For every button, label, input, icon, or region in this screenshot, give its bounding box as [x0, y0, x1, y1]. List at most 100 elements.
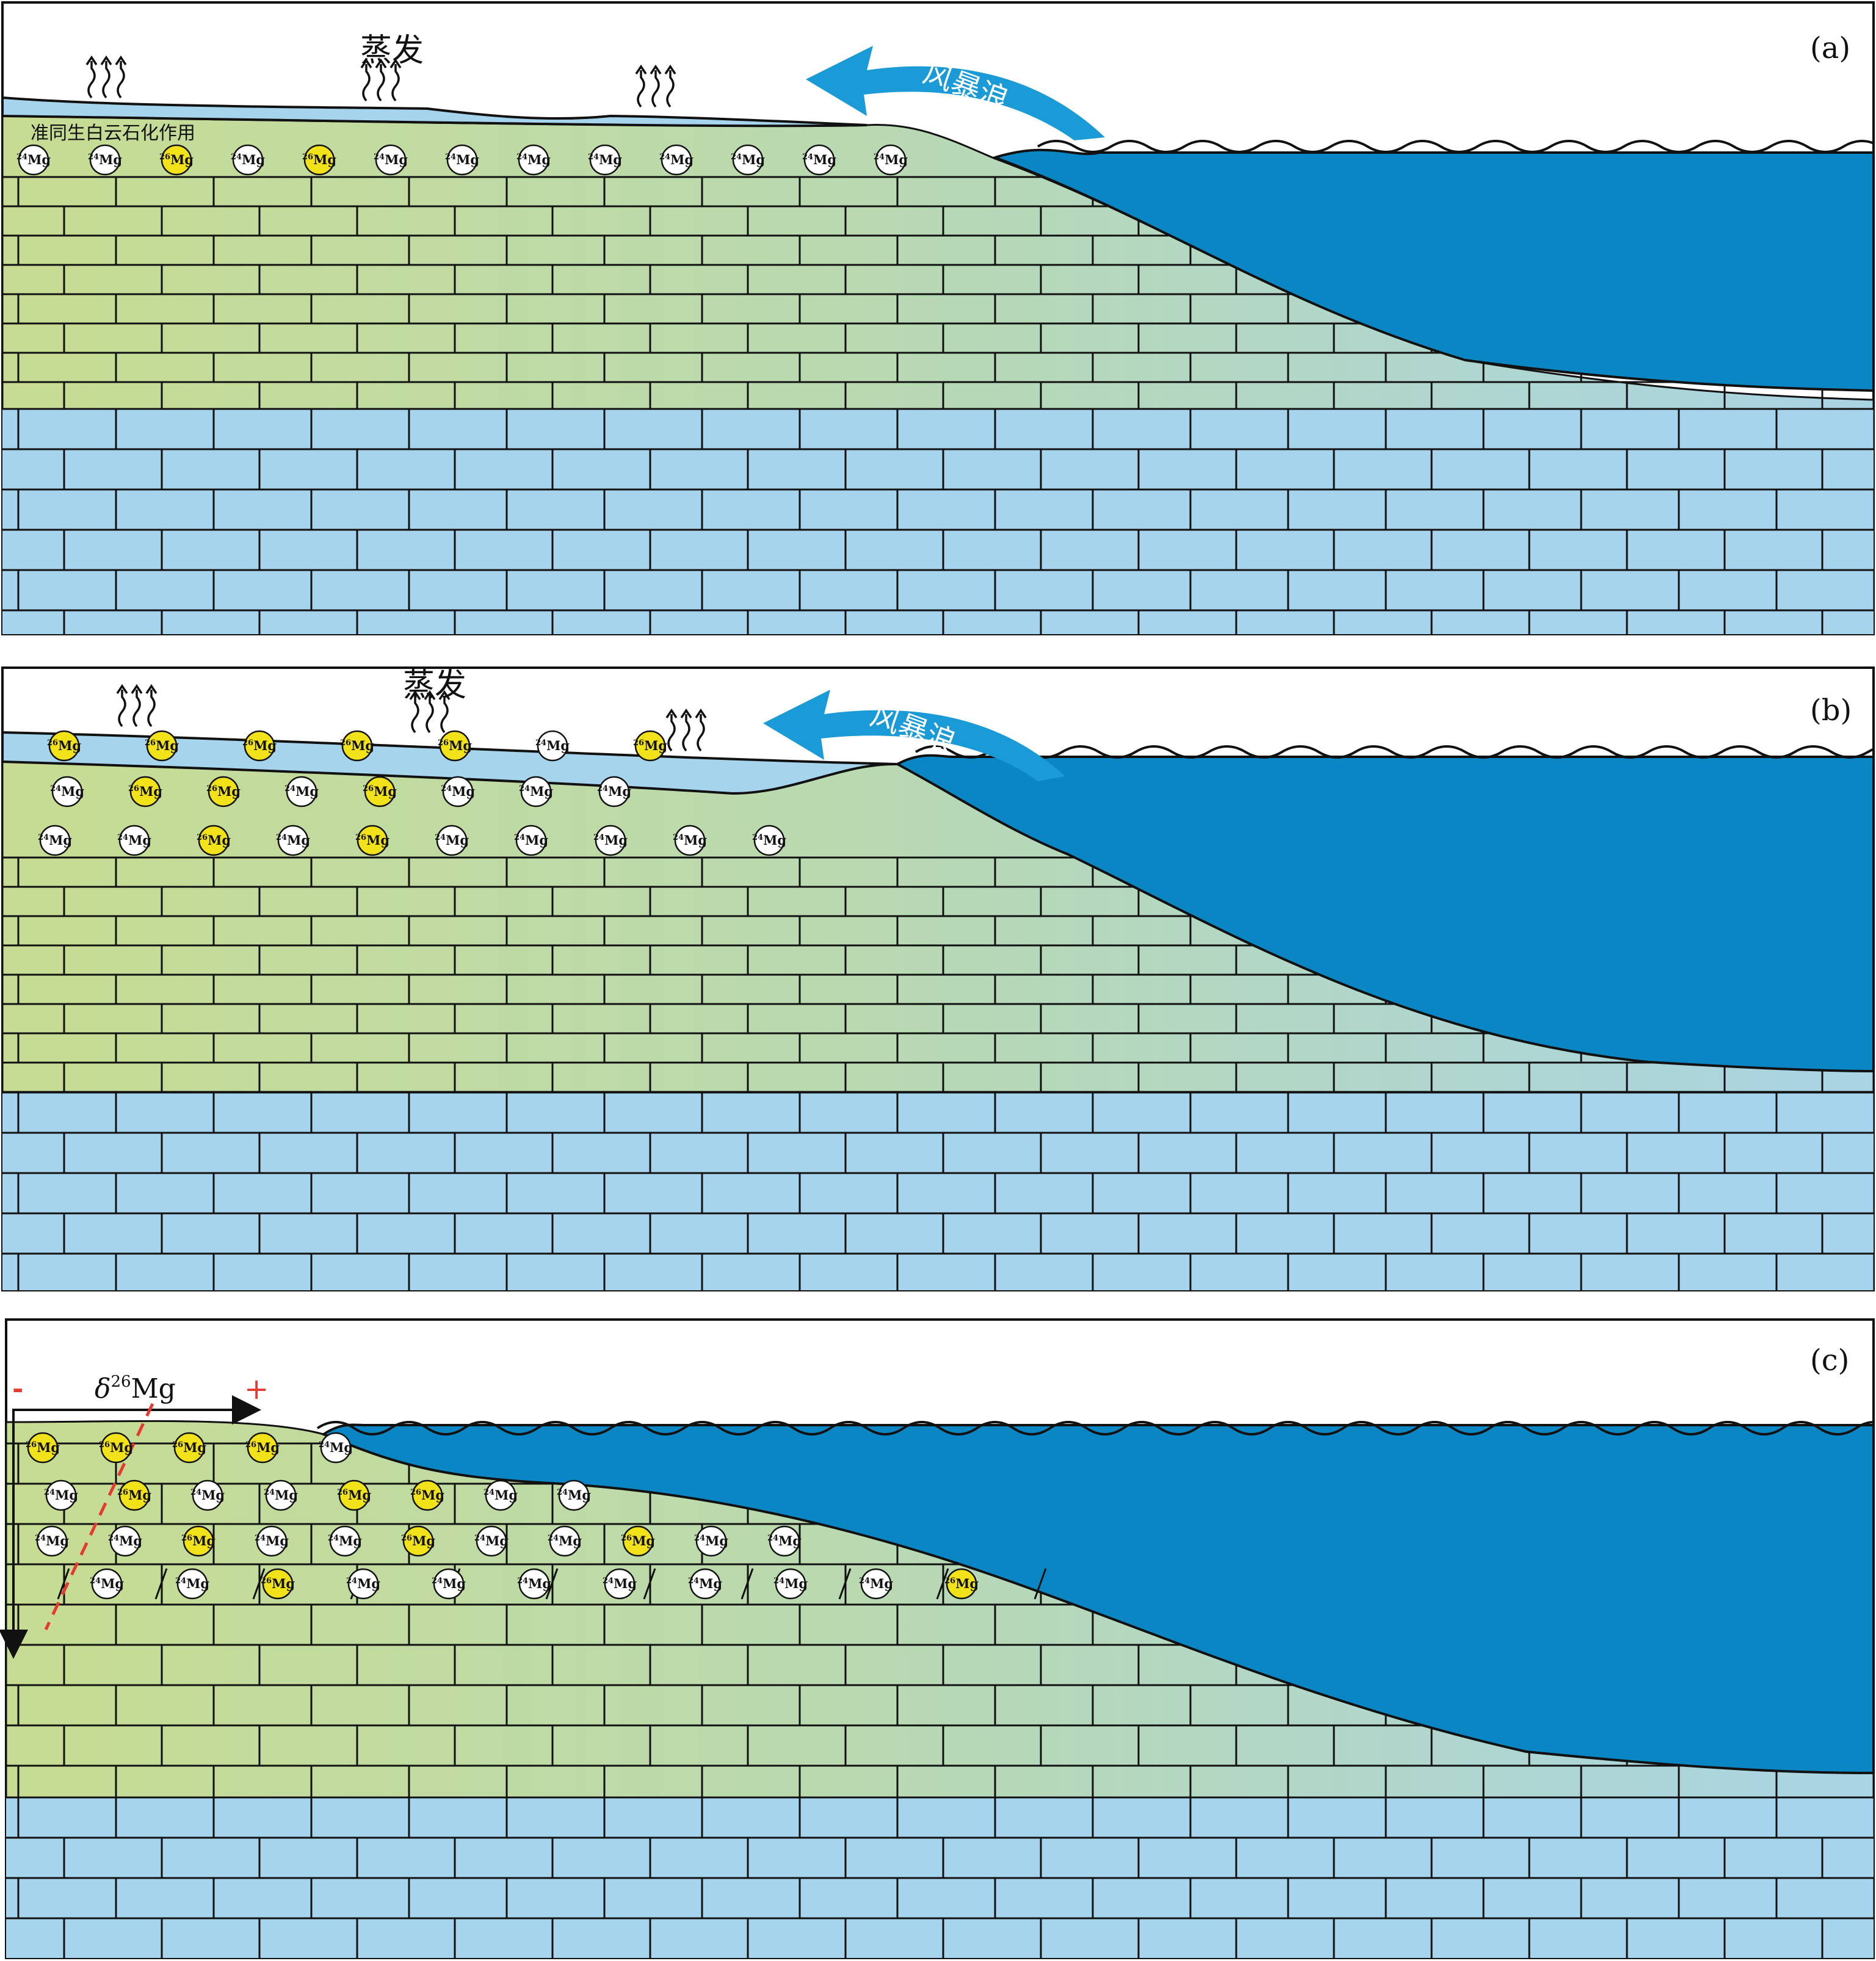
mg24-marker: 24Mg: [38, 825, 72, 856]
mg26-marker: 26Mg: [181, 1525, 215, 1557]
mg26-marker: 26Mg: [633, 730, 667, 762]
mg26-marker: 26Mg: [621, 1525, 655, 1557]
mg24-marker: 24Mg: [16, 144, 51, 176]
panel-b-label: (b): [1810, 693, 1852, 728]
mg24-marker: 24Mg: [175, 1568, 209, 1600]
mg26-marker: 26Mg: [206, 776, 241, 807]
mg26-marker: 26Mg: [47, 730, 81, 762]
mg24-marker: 24Mg: [548, 1525, 582, 1557]
svg-text:24Mg: 24Mg: [445, 152, 479, 167]
panel-c-axis-minus: -: [12, 1373, 23, 1404]
panel-c-trend-line: [44, 1403, 154, 1631]
panel-c-isotope-markers: 26Mg 26Mg 26Mg 26Mg 24Mg 24Mg 26Mg 24Mg 24Mg 26Mg…: [26, 1432, 979, 1600]
mg24-marker: 24Mg: [441, 776, 475, 807]
mg24-marker: 24Mg: [874, 144, 908, 176]
svg-text:24Mg: 24Mg: [35, 1533, 69, 1548]
mg24-marker: 24Mg: [603, 1568, 637, 1600]
mg24-marker: 24Mg: [752, 825, 786, 856]
mg24-marker: 24Mg: [374, 144, 408, 176]
panel-a: (a) 蒸发 准同生白云石化作用 风暴浪 24Mg 24Mg 26Mg 24Mg 26M…: [1, 1, 1875, 635]
svg-text:26Mg: 26Mg: [355, 832, 389, 848]
svg-text:26Mg: 26Mg: [363, 784, 397, 799]
svg-text:24Mg: 24Mg: [593, 832, 628, 848]
mg26-marker: 26Mg: [26, 1432, 60, 1464]
mg24-marker: 24Mg: [731, 144, 765, 176]
svg-text:26Mg: 26Mg: [145, 738, 179, 753]
svg-text:26Mg: 26Mg: [99, 1440, 133, 1455]
svg-text:24Mg: 24Mg: [175, 1576, 209, 1591]
panel-c-delta26mg-axis: δ26Mg - +: [0, 1372, 269, 1659]
mg24-marker: 24Mg: [588, 144, 622, 176]
svg-text:24Mg: 24Mg: [517, 1576, 551, 1591]
panel-b-limestone: [2, 1092, 1874, 1290]
svg-text:24Mg: 24Mg: [432, 1576, 466, 1591]
svg-text:24Mg: 24Mg: [802, 152, 836, 167]
panel-b-isotope-markers: 26Mg 26Mg 26Mg 26Mg 26Mg 24Mg 26Mg 24Mg 26Mg 26Mg…: [38, 730, 786, 856]
panel-a-sea: [991, 148, 1874, 392]
svg-text:26Mg: 26Mg: [197, 832, 231, 848]
mg26-marker: 26Mg: [172, 1432, 206, 1464]
mg26-marker: 26Mg: [197, 825, 231, 856]
panel-b-sea: [894, 754, 1874, 1073]
panel-a-limestone: [2, 409, 1874, 634]
svg-text:26Mg: 26Mg: [944, 1576, 979, 1591]
mg24-marker: 24Mg: [445, 144, 479, 176]
mg24-marker: 24Mg: [346, 1568, 380, 1600]
svg-text:24Mg: 24Mg: [44, 1487, 78, 1503]
svg-text:26Mg: 26Mg: [26, 1440, 60, 1455]
svg-text:24Mg: 24Mg: [483, 1487, 518, 1503]
mg26-marker: 26Mg: [363, 776, 397, 807]
mg26-marker: 26Mg: [145, 730, 179, 762]
svg-text:24Mg: 24Mg: [108, 1533, 142, 1548]
mg24-marker: 24Mg: [597, 776, 631, 807]
panel-a-label: (a): [1810, 31, 1850, 65]
svg-text:24Mg: 24Mg: [535, 738, 570, 753]
mg24-marker: 24Mg: [593, 825, 628, 856]
mg24-marker: 24Mg: [474, 1525, 509, 1557]
svg-text:24Mg: 24Mg: [284, 784, 319, 799]
svg-text:24Mg: 24Mg: [588, 152, 622, 167]
panel-a-lagoon: [2, 96, 867, 128]
svg-text:24Mg: 24Mg: [38, 832, 72, 848]
svg-text:24Mg: 24Mg: [548, 1533, 582, 1548]
mg24-marker: 24Mg: [264, 1479, 298, 1511]
svg-text:26Mg: 26Mg: [172, 1440, 206, 1455]
mg24-marker: 24Mg: [284, 776, 319, 807]
svg-text:26Mg: 26Mg: [337, 1487, 371, 1503]
mg24-marker: 24Mg: [190, 1479, 225, 1511]
mg26-marker: 26Mg: [242, 730, 277, 762]
svg-text:24Mg: 24Mg: [88, 152, 122, 167]
svg-text:26Mg: 26Mg: [159, 152, 194, 167]
mg24-marker: 24Mg: [694, 1525, 728, 1557]
mg24-marker: 24Mg: [276, 825, 310, 856]
svg-text:24Mg: 24Mg: [767, 1533, 802, 1548]
mg24-marker: 24Mg: [432, 1568, 466, 1600]
mg24-marker: 24Mg: [767, 1525, 802, 1557]
svg-text:24Mg: 24Mg: [190, 1487, 225, 1503]
svg-text:26Mg: 26Mg: [117, 1487, 151, 1503]
svg-text:24Mg: 24Mg: [659, 152, 694, 167]
panel-a-evaporation-label: 蒸发: [360, 32, 424, 69]
mg24-marker: 24Mg: [328, 1525, 362, 1557]
mg26-marker: 26Mg: [117, 1479, 151, 1511]
mg24-marker: 24Mg: [517, 1568, 551, 1600]
mg24-marker: 24Mg: [117, 825, 151, 856]
svg-text:24Mg: 24Mg: [694, 1533, 728, 1548]
mg24-marker: 24Mg: [255, 1525, 289, 1557]
svg-text:26Mg: 26Mg: [47, 738, 81, 753]
mg26-marker: 26Mg: [355, 825, 389, 856]
svg-text:24Mg: 24Mg: [16, 152, 51, 167]
svg-text:26Mg: 26Mg: [245, 1440, 280, 1455]
svg-text:26Mg: 26Mg: [302, 152, 336, 167]
svg-text:26Mg: 26Mg: [438, 738, 472, 753]
svg-text:24Mg: 24Mg: [231, 152, 265, 167]
svg-text:24Mg: 24Mg: [752, 832, 786, 848]
svg-text:26Mg: 26Mg: [206, 784, 241, 799]
svg-text:24Mg: 24Mg: [276, 832, 310, 848]
panel-c-axis-plus: +: [244, 1372, 269, 1406]
mg26-marker: 26Mg: [128, 776, 162, 807]
svg-text:26Mg: 26Mg: [181, 1533, 215, 1548]
svg-text:24Mg: 24Mg: [264, 1487, 298, 1503]
svg-text:24Mg: 24Mg: [319, 1440, 353, 1455]
